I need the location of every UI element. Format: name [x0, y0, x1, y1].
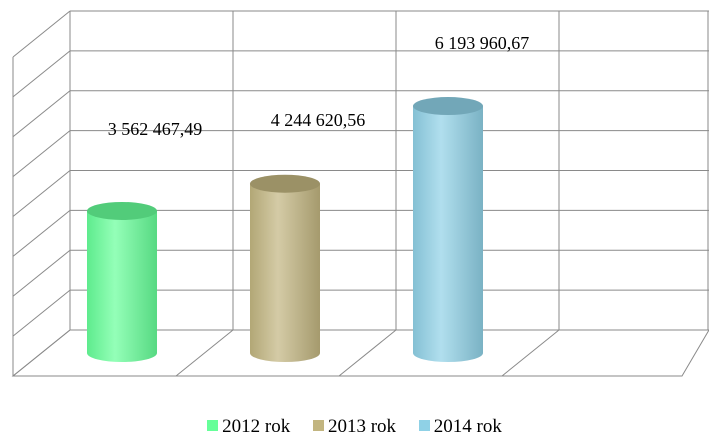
- bar-body: [87, 210, 157, 362]
- legend-swatch-2012: [207, 420, 219, 431]
- bar-top: [413, 97, 483, 116]
- legend-label-2014: 2014 rok: [433, 416, 502, 437]
- bar-top: [87, 201, 157, 220]
- side-gridline: [12, 289, 71, 337]
- floor-divider: [501, 329, 560, 377]
- bar-2014: [413, 97, 483, 363]
- side-gridline: [12, 249, 71, 297]
- side-gridline: [12, 329, 71, 377]
- side-gridline: [12, 130, 71, 178]
- bar-2013: [250, 174, 320, 362]
- chart-legend: 2012 rok 2013 rok 2014 rok: [0, 416, 709, 438]
- side-gridline: [12, 209, 71, 257]
- legend-item-2014: 2014 rok: [418, 416, 502, 438]
- floor-divider: [338, 329, 397, 377]
- side-gridline: [12, 50, 71, 98]
- legend-item-2013: 2013 rok: [312, 416, 397, 438]
- side-gridline: [12, 10, 71, 58]
- data-label-2012: 3 562 467,49: [108, 119, 203, 139]
- data-label-2014: 6 193 960,67: [435, 33, 530, 53]
- legend-item-2012: 2012 rok: [207, 416, 290, 438]
- legend-swatch-2014: [418, 420, 430, 431]
- chart-walls: [11, 10, 709, 377]
- legend-label-2013: 2013 rok: [327, 416, 397, 437]
- bar-2012: [87, 201, 157, 362]
- data-label-2013: 4 244 620,56: [271, 110, 366, 130]
- chart-data-labels: 3 562 467,49 4 244 620,56 6 193 960,67: [108, 33, 530, 139]
- bar-body: [413, 106, 483, 363]
- bar-top: [250, 174, 320, 193]
- side-gridline: [12, 170, 71, 217]
- bar-body: [250, 183, 320, 362]
- floor-divider: [175, 329, 234, 377]
- chart-bars: [87, 97, 483, 363]
- legend-label-2012: 2012 rok: [222, 416, 291, 437]
- legend-swatch-2013: [312, 420, 324, 431]
- side-gridline: [12, 90, 71, 138]
